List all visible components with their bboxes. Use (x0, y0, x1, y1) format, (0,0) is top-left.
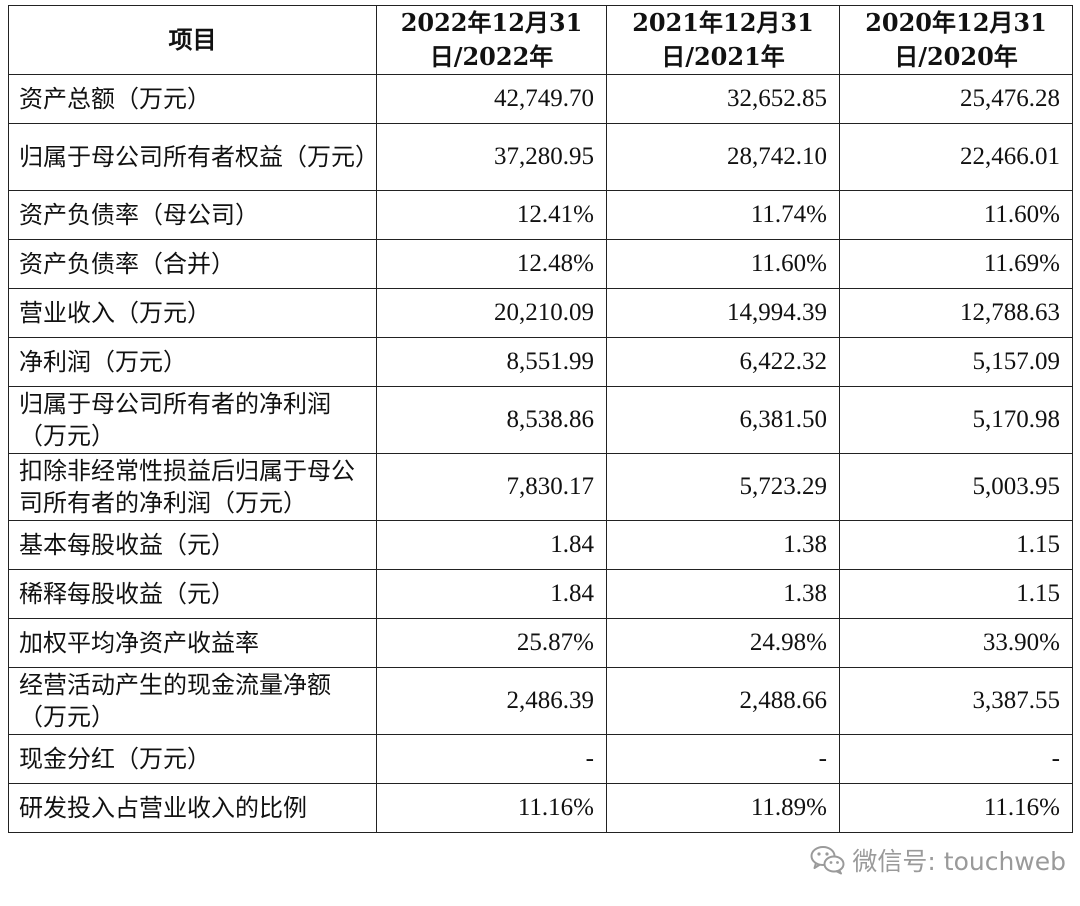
financial-table: 项目 2022年12月31日/2022年 2021年12月31日/2021年 2… (8, 5, 1073, 833)
row-label: 经营活动产生的现金流量净额（万元） (8, 667, 377, 735)
value-2020: - (839, 734, 1073, 784)
value-2020: 22,466.01 (839, 123, 1073, 191)
wechat-icon (810, 845, 846, 875)
value-2021: 28,742.10 (606, 123, 840, 191)
table-row: 净利润（万元） 8,551.99 6,422.32 5,157.09 (8, 337, 1073, 387)
value-2021: 11.89% (606, 783, 840, 833)
table-row: 扣除非经常性损益后归属于母公司所有者的净利润（万元） 7,830.17 5,72… (8, 453, 1073, 521)
value-2021: 11.74% (606, 190, 840, 240)
value-2022: 11.16% (376, 783, 607, 833)
value-2022: 2,486.39 (376, 667, 607, 735)
value-2021: 11.60% (606, 239, 840, 289)
header-2021: 2021年12月31日/2021年 (606, 5, 840, 75)
value-2022: - (376, 734, 607, 784)
value-2021: - (606, 734, 840, 784)
value-2022: 8,538.86 (376, 386, 607, 454)
value-2021: 1.38 (606, 569, 840, 619)
row-label: 基本每股收益（元） (8, 520, 377, 570)
watermark-text: 微信号: touchweb (852, 847, 1066, 876)
row-label: 营业收入（万元） (8, 288, 377, 338)
value-2020: 12,788.63 (839, 288, 1073, 338)
table-row: 稀释每股收益（元） 1.84 1.38 1.15 (8, 569, 1073, 619)
value-2022: 7,830.17 (376, 453, 607, 521)
value-2020: 11.16% (839, 783, 1073, 833)
table-row: 资产负债率（母公司） 12.41% 11.74% 11.60% (8, 190, 1073, 240)
table-row: 营业收入（万元） 20,210.09 14,994.39 12,788.63 (8, 288, 1073, 338)
value-2020: 11.60% (839, 190, 1073, 240)
value-2022: 12.41% (376, 190, 607, 240)
value-2020: 25,476.28 (839, 74, 1073, 124)
header-2022: 2022年12月31日/2022年 (376, 5, 607, 75)
value-2021: 32,652.85 (606, 74, 840, 124)
value-2021: 2,488.66 (606, 667, 840, 735)
value-2020: 5,170.98 (839, 386, 1073, 454)
table-row: 资产负债率（合并） 12.48% 11.60% 11.69% (8, 239, 1073, 289)
value-2021: 1.38 (606, 520, 840, 570)
row-label: 资产负债率（母公司） (8, 190, 377, 240)
table-row: 研发投入占营业收入的比例 11.16% 11.89% 11.16% (8, 783, 1073, 833)
value-2022: 42,749.70 (376, 74, 607, 124)
watermark: 微信号: touchweb (810, 843, 1066, 877)
value-2022: 8,551.99 (376, 337, 607, 387)
value-2020: 1.15 (839, 569, 1073, 619)
table-row: 现金分红（万元） - - - (8, 734, 1073, 784)
row-label: 净利润（万元） (8, 337, 377, 387)
row-label: 资产负债率（合并） (8, 239, 377, 289)
row-label: 扣除非经常性损益后归属于母公司所有者的净利润（万元） (8, 453, 377, 521)
value-2022: 25.87% (376, 618, 607, 668)
row-label: 归属于母公司所有者的净利润（万元） (8, 386, 377, 454)
value-2020: 5,157.09 (839, 337, 1073, 387)
header-item: 项目 (8, 5, 377, 75)
value-2020: 33.90% (839, 618, 1073, 668)
value-2020: 11.69% (839, 239, 1073, 289)
row-label: 资产总额（万元） (8, 74, 377, 124)
header-row: 项目 2022年12月31日/2022年 2021年12月31日/2021年 2… (8, 5, 1073, 75)
table-row: 经营活动产生的现金流量净额（万元） 2,486.39 2,488.66 3,38… (8, 667, 1073, 735)
row-label: 归属于母公司所有者权益（万元） (8, 123, 379, 191)
value-2022: 1.84 (376, 569, 607, 619)
value-2020: 5,003.95 (839, 453, 1073, 521)
header-2020: 2020年12月31日/2020年 (839, 5, 1073, 75)
value-2021: 6,381.50 (606, 386, 840, 454)
row-label: 现金分红（万元） (8, 734, 377, 784)
row-label: 加权平均净资产收益率 (8, 618, 377, 668)
table-row: 归属于母公司所有者权益（万元） 37,280.95 28,742.10 22,4… (8, 123, 1073, 191)
table-row: 归属于母公司所有者的净利润（万元） 8,538.86 6,381.50 5,17… (8, 386, 1073, 454)
value-2022: 12.48% (376, 239, 607, 289)
value-2022: 1.84 (376, 520, 607, 570)
table-row: 基本每股收益（元） 1.84 1.38 1.15 (8, 520, 1073, 570)
row-label: 稀释每股收益（元） (8, 569, 377, 619)
table-row: 资产总额（万元） 42,749.70 32,652.85 25,476.28 (8, 74, 1073, 124)
value-2020: 3,387.55 (839, 667, 1073, 735)
value-2022: 37,280.95 (376, 123, 607, 191)
value-2022: 20,210.09 (376, 288, 607, 338)
value-2020: 1.15 (839, 520, 1073, 570)
value-2021: 6,422.32 (606, 337, 840, 387)
value-2021: 5,723.29 (606, 453, 840, 521)
table-row: 加权平均净资产收益率 25.87% 24.98% 33.90% (8, 618, 1073, 668)
value-2021: 24.98% (606, 618, 840, 668)
value-2021: 14,994.39 (606, 288, 840, 338)
row-label: 研发投入占营业收入的比例 (8, 783, 377, 833)
